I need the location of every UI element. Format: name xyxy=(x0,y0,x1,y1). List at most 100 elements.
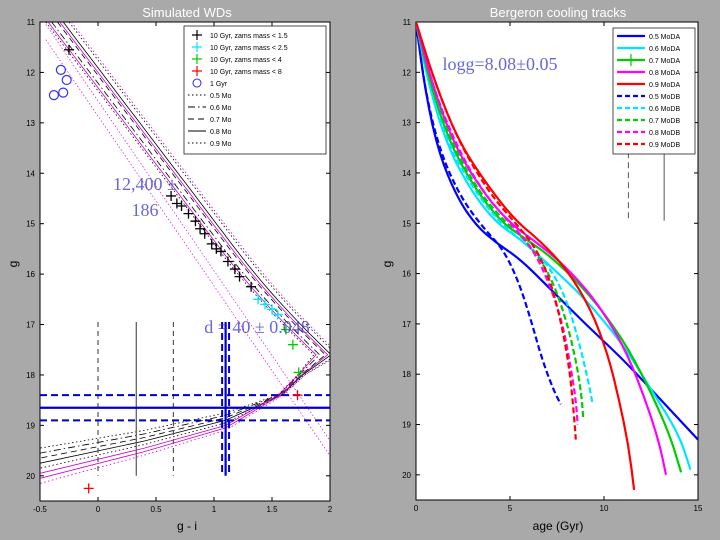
left-legend: 10 Gyr, zams mass < 1.5 10 Gyr, zams mass… xyxy=(183,25,327,155)
right-legend-label: 0.8 MoDA xyxy=(649,70,680,77)
left-point-plus xyxy=(206,238,217,249)
left-legend-box xyxy=(183,25,327,155)
left-point-plus xyxy=(176,201,187,212)
right-ytick-label: 19 xyxy=(402,421,411,430)
left-legend-label: 0.5 Mo xyxy=(210,93,232,100)
right-legend-label: 0.7 MoDA xyxy=(649,58,680,65)
left-point-plus xyxy=(64,44,74,55)
left-ytick-label: 17 xyxy=(26,321,35,330)
left-point-circle xyxy=(58,87,69,98)
right-chart-title: Bergeron cooling tracks xyxy=(490,5,627,20)
left-chart-title: Simulated WDs xyxy=(142,5,232,20)
left-xtick-label: 1.5 xyxy=(266,505,278,514)
right-ytick-label: 12 xyxy=(402,68,411,77)
left-point-plus xyxy=(183,208,194,219)
left-xtick-label: 2 xyxy=(328,505,333,514)
right-ytick-label: 13 xyxy=(402,119,411,128)
right-ylabel: g xyxy=(380,261,394,268)
left-model-curve xyxy=(40,22,321,454)
left-legend-label: 10 Gyr, zams mass < 2.5 xyxy=(210,45,288,52)
right-axis-ticks: 0 5 10 15 11 12 13 14 15 16 17 18 19 20 xyxy=(402,18,703,513)
left-legend-label: 10 Gyr, zams mass < 8 xyxy=(210,69,282,76)
left-legend-label: 0.8 Mo xyxy=(210,129,232,136)
left-legend-label: 0.6 Mo xyxy=(210,105,232,112)
left-point-plus xyxy=(166,190,177,201)
right-legend-label: 0.6 MoDB xyxy=(649,106,680,113)
left-ytick-label: 11 xyxy=(27,18,36,27)
left-legend-label: 10 Gyr, zams mass < 1.5 xyxy=(210,33,288,40)
left-point-circle xyxy=(48,90,60,101)
left-model-curve xyxy=(40,22,326,459)
right-xtick-label: 0 xyxy=(414,504,419,513)
left-xlabel: g - i xyxy=(177,519,197,533)
right-track-line xyxy=(416,22,562,405)
left-point-plus xyxy=(171,198,182,209)
right-legend: 0.5 MoDA 0.6 MoDA 0.7 MoDA 0.8 MoDA 0.9 MoDA… xyxy=(612,27,696,155)
left-annotation-temp-2: 186 xyxy=(132,200,159,220)
right-ytick-label: 18 xyxy=(402,370,411,379)
right-legend-label: 0.9 MoDB xyxy=(649,142,680,149)
left-point-plus xyxy=(190,216,201,227)
left-point-plus xyxy=(215,246,226,257)
left-legend-swatch xyxy=(192,42,202,52)
left-ytick-label: 19 xyxy=(26,421,35,430)
left-point-plus xyxy=(293,367,304,378)
left-point-plus xyxy=(246,281,257,292)
left-point-plus xyxy=(229,264,240,275)
left-ytick-label: 18 xyxy=(26,371,35,380)
right-legend-label: 0.6 MoDA xyxy=(649,46,680,53)
left-xtick-label: 0 xyxy=(96,505,101,514)
right-ytick-label: 16 xyxy=(402,270,411,279)
left-ytick-label: 15 xyxy=(26,220,35,229)
left-error-bars xyxy=(40,322,330,476)
left-axis-ticks: -0.5 0 0.5 1 1.5 2 11 12 13 14 15 16 17 18 19 20 xyxy=(26,18,333,514)
left-point-plus xyxy=(199,228,210,239)
right-ytick-label: 11 xyxy=(403,18,412,27)
left-annotation-temp-1: 12,400 ± xyxy=(113,174,177,194)
right-xtick-label: 5 xyxy=(508,504,513,513)
right-legend-label: 0.7 MoDB xyxy=(649,118,680,125)
right-legend-label: 0.5 MoDB xyxy=(649,94,680,101)
left-point-plus xyxy=(234,271,245,282)
left-legend-label: 10 Gyr, zams mass < 4 xyxy=(210,57,282,64)
right-track-line xyxy=(416,22,585,420)
right-legend-label: 0.8 MoDB xyxy=(649,130,680,137)
left-ytick-label: 16 xyxy=(26,270,35,279)
left-ytick-label: 13 xyxy=(26,119,35,128)
left-legend-swatch xyxy=(192,30,202,40)
left-point-plus xyxy=(272,309,283,320)
left-point-plus xyxy=(292,390,303,401)
left-legend-label: 0.9 Mo xyxy=(210,141,232,148)
left-ytick-label: 20 xyxy=(26,472,35,481)
left-legend-swatch xyxy=(192,54,202,64)
left-ytick-label: 14 xyxy=(26,169,35,178)
right-xtick-label: 15 xyxy=(694,504,703,513)
right-xtick-label: 10 xyxy=(600,504,609,513)
right-legend-label: 0.5 MoDA xyxy=(649,34,680,41)
left-model-curve xyxy=(40,22,330,464)
left-point-plus xyxy=(267,304,277,315)
left-model-curve xyxy=(40,22,329,479)
left-point-circle xyxy=(55,64,66,76)
left-legend-swatch xyxy=(192,66,202,76)
left-point-plus xyxy=(287,339,298,350)
left-ylabel: g xyxy=(6,261,20,268)
left-model-curve xyxy=(40,22,330,469)
left-point-plus xyxy=(280,324,291,335)
right-xlabel: age (Gyr) xyxy=(533,519,584,533)
left-point-plus xyxy=(260,299,271,310)
right-annotation-logg: logg=8.08±0.05 xyxy=(442,54,557,74)
left-data-points xyxy=(48,44,304,494)
left-legend-swatch xyxy=(192,78,202,88)
left-point-plus xyxy=(83,483,94,494)
left-point-circle xyxy=(61,74,72,86)
right-track-line xyxy=(416,22,577,440)
right-chart: Bergeron cooling tracks 0 5 10 15 11 12 13 14 15… xyxy=(380,5,703,533)
right-ytick-label: 14 xyxy=(402,169,411,178)
left-xtick-label: 1 xyxy=(212,505,217,514)
left-legend-label: 1 Gyr xyxy=(210,81,228,88)
right-ytick-label: 20 xyxy=(402,471,411,480)
right-ytick-label: 15 xyxy=(402,219,411,228)
left-xtick-label: -0.5 xyxy=(33,505,47,514)
